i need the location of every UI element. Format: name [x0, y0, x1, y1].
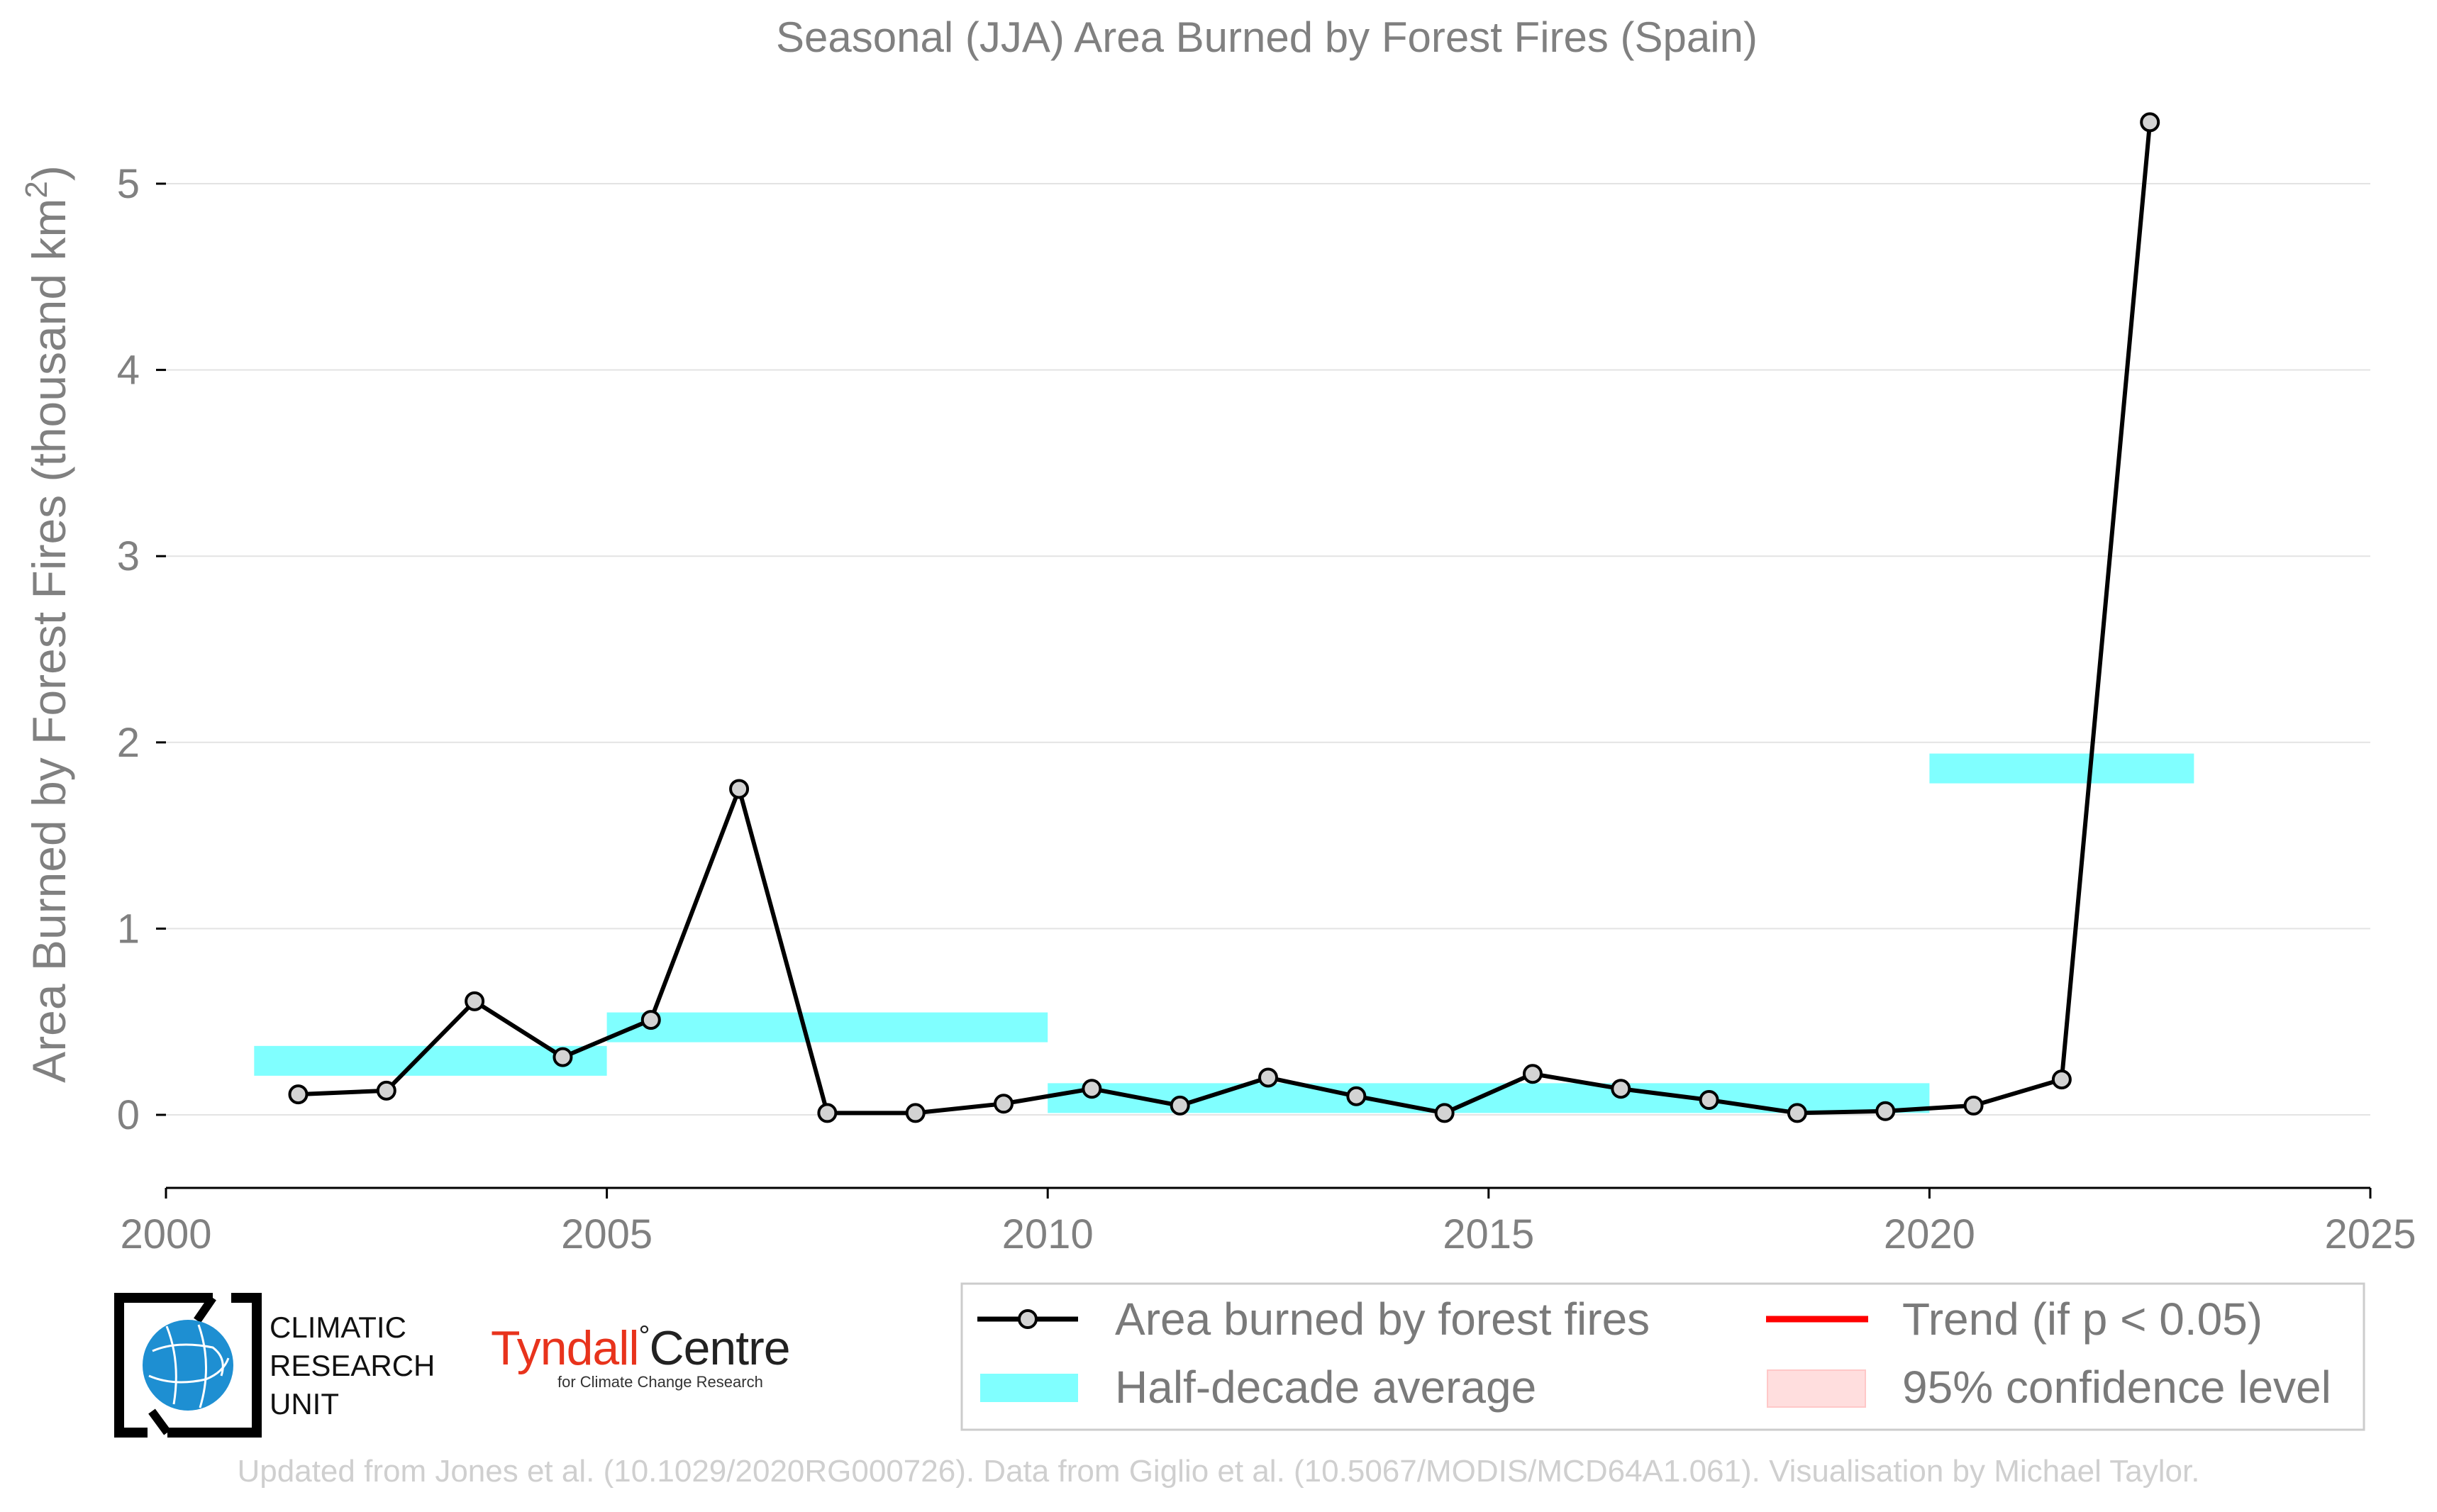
data-point — [2140, 112, 2160, 133]
legend-swatch-confidence — [1767, 1369, 1866, 1408]
cru-line-3: UNIT — [270, 1387, 339, 1421]
cru-logo-frame-right — [167, 1293, 262, 1438]
tyndall-logo: Tyndall°Centre for Climate Change Resear… — [491, 1321, 791, 1391]
half-decade-band — [1048, 1083, 1930, 1113]
data-point — [1875, 1101, 1896, 1121]
half-decade-bands — [254, 753, 2194, 1113]
y-tick-label: 5 — [117, 161, 140, 207]
x-tick-label: 2010 — [1002, 1211, 1094, 1257]
y-tick-label: 3 — [117, 533, 140, 579]
tyndall-subtitle: for Climate Change Research — [557, 1373, 763, 1391]
legend-label-half-decade: Half-decade average — [1115, 1362, 1536, 1413]
data-point — [1346, 1086, 1367, 1106]
data-point — [905, 1103, 926, 1123]
chart-title: Seasonal (JJA) Area Burned by Forest Fir… — [776, 13, 1758, 61]
y-axis-title-main: Area Burned by Forest Fires (thousand km — [23, 199, 75, 1083]
half-decade-band — [606, 1012, 1048, 1043]
data-point — [2051, 1069, 2072, 1090]
legend-box — [960, 1282, 2365, 1431]
legend-label-area-burned: Area burned by forest fires — [1115, 1294, 1650, 1345]
data-point — [1170, 1095, 1190, 1116]
series-line — [298, 122, 2153, 1116]
cru-line-1: CLIMATIC — [270, 1311, 406, 1344]
y-tick-label: 2 — [117, 720, 140, 766]
y-tick-label: 4 — [117, 348, 140, 394]
data-point — [994, 1094, 1014, 1114]
data-point — [817, 1103, 838, 1123]
gridlines — [166, 183, 2370, 1116]
y-tick-label: 1 — [117, 906, 140, 952]
half-decade-band — [1929, 753, 2194, 784]
cru-line-2: RESEARCH — [270, 1349, 435, 1382]
series-area-burned — [288, 112, 2160, 1123]
data-point — [1699, 1089, 1719, 1110]
cru-logo-frame-left — [114, 1293, 213, 1438]
data-point — [1611, 1079, 1631, 1099]
legend-label-confidence: 95% confidence level — [1902, 1362, 2331, 1413]
tyndall-degree: ° — [638, 1321, 650, 1352]
data-point — [1787, 1103, 1807, 1123]
tyndall-centre: Centre — [649, 1321, 790, 1375]
data-point — [729, 779, 750, 799]
cru-logo — [114, 1293, 262, 1438]
half-decade-band — [254, 1045, 607, 1076]
data-point — [553, 1047, 573, 1067]
x-tick-label: 2005 — [561, 1211, 653, 1257]
data-point — [465, 991, 485, 1011]
y-tick-label: 0 — [117, 1092, 140, 1138]
y-axis-title-close: ) — [23, 165, 75, 181]
data-point — [1963, 1095, 1984, 1116]
data-point — [1258, 1067, 1278, 1088]
y-axis-ticks: 0 1 2 3 4 5 — [117, 161, 166, 1138]
globe-icon — [143, 1320, 233, 1411]
y-axis-title: Area Burned by Forest Fires (thousand km… — [19, 165, 75, 1083]
y-axis-title-superscript: 2 — [19, 181, 54, 198]
data-point — [1082, 1079, 1102, 1099]
x-tick-label: 2020 — [1884, 1211, 1975, 1257]
x-tick-label: 2015 — [1443, 1211, 1534, 1257]
legend-label-trend: Trend (if p < 0.05) — [1902, 1294, 2263, 1345]
data-point — [288, 1084, 309, 1105]
legend: Area burned by forest fires Trend (if p … — [960, 1282, 2365, 1431]
legend-marker-area-burned — [1018, 1309, 1038, 1329]
tyndall-logo-title: Tyndall°Centre — [491, 1321, 791, 1376]
legend-swatch-half-decade — [980, 1374, 1078, 1402]
cru-logo-text: CLIMATIC RESEARCH UNIT — [270, 1308, 435, 1423]
footer-credits: Updated from Jones et al. (10.1029/2020R… — [237, 1454, 2200, 1489]
x-tick-label: 2025 — [2324, 1211, 2416, 1257]
data-point — [1434, 1103, 1455, 1123]
tyndall-name: Tyndall — [491, 1321, 639, 1375]
data-point — [1522, 1064, 1543, 1084]
data-point — [640, 1010, 661, 1030]
data-point — [376, 1080, 396, 1101]
x-axis-ticks: 2000 2005 2010 2015 2020 2025 — [120, 1188, 2416, 1257]
x-tick-label: 2000 — [120, 1211, 211, 1257]
